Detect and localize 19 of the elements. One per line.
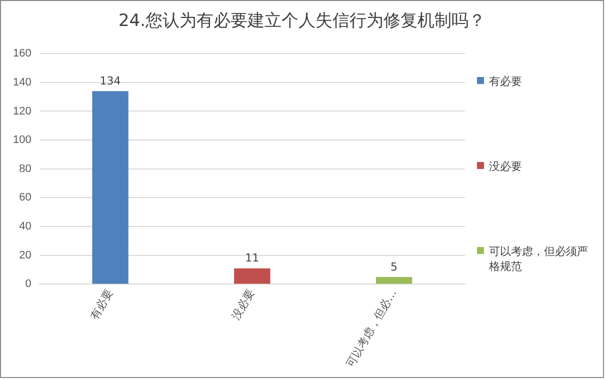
- y-tick-label: 60: [19, 192, 32, 204]
- y-tick-label: 100: [12, 134, 32, 146]
- data-label: 11: [245, 252, 260, 265]
- x-tick-label: 有必要: [88, 286, 116, 322]
- y-tick-label: 140: [12, 76, 32, 88]
- y-tick-label: 160: [12, 48, 32, 60]
- y-tick-label: 20: [19, 249, 32, 262]
- y-tick-label: 80: [19, 162, 32, 175]
- x-tick-label: 可以考虑，但必…: [344, 286, 400, 370]
- chart-title: 24.您认为有必要建立个人失信行为修复机制吗？: [117, 10, 487, 32]
- x-tick-label: 没必要: [229, 286, 258, 322]
- y-tick-label: 40: [19, 220, 32, 233]
- legend-label: 没必要: [489, 159, 522, 174]
- y-tick-label: 0: [25, 278, 32, 290]
- data-label: 134: [100, 74, 121, 88]
- legend-label: 有必要: [489, 74, 522, 89]
- y-tick-label: 120: [12, 105, 32, 118]
- data-label: 5: [390, 260, 398, 274]
- legend-label: 可以考虑，但必须严格规范: [489, 244, 589, 274]
